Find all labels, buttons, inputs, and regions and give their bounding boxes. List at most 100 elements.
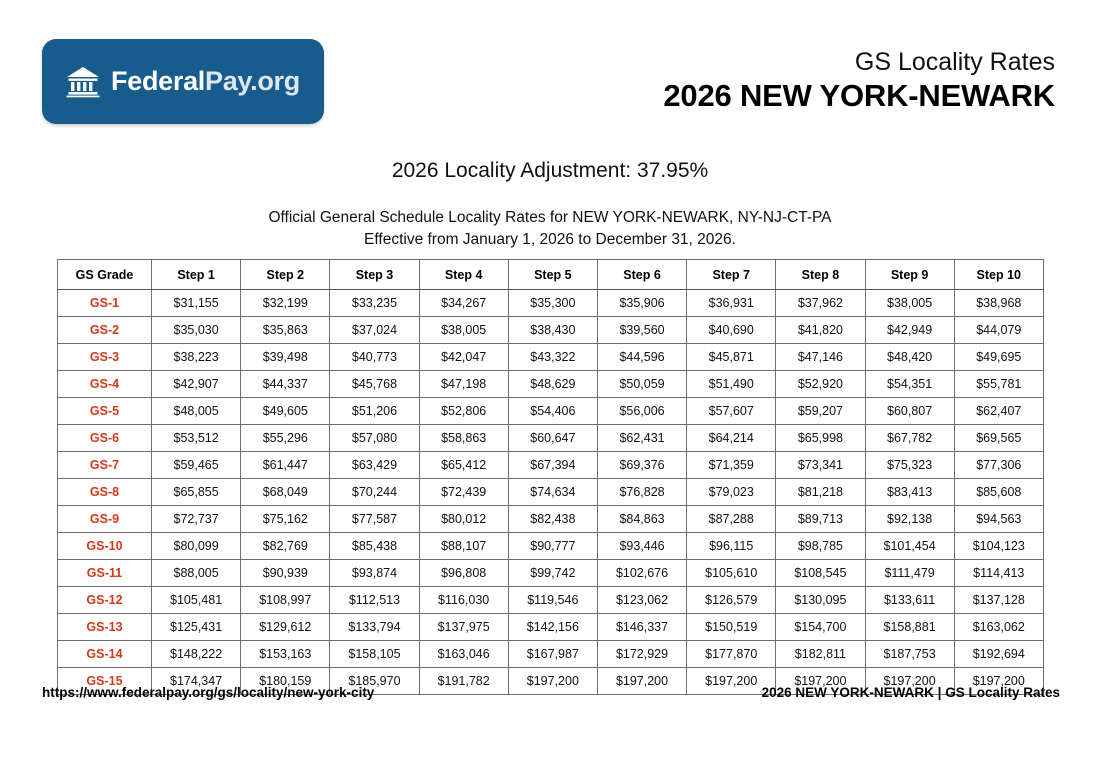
pay-cell: $153,163 [240, 640, 331, 668]
pay-cell: $49,695 [953, 343, 1044, 371]
pay-cell: $59,465 [150, 451, 242, 479]
table-row: GS-11 $88,005 $90,939 $93,874 $96,808 $99,742… [57, 559, 1044, 587]
pay-cell: $82,438 [507, 505, 598, 533]
pay-cell: $163,046 [418, 640, 509, 668]
pay-cell: $73,341 [775, 451, 866, 479]
grade-cell: GS-6 [57, 424, 152, 452]
grade-cell: GS-13 [57, 613, 152, 641]
pay-cell: $41,820 [775, 316, 866, 344]
pay-cell: $65,855 [150, 478, 242, 506]
pay-cell: $83,413 [864, 478, 955, 506]
pay-cell: $69,376 [596, 451, 688, 479]
pay-cell: $150,519 [686, 613, 777, 641]
grade-cell: GS-15 [57, 667, 152, 695]
page-header: FederalPay.org GS Locality Rates 2026 NE… [0, 0, 1100, 140]
pay-cell: $90,777 [507, 532, 598, 560]
pay-cell: $69,565 [953, 424, 1044, 452]
pay-cell: $48,005 [150, 397, 242, 425]
pay-cell: $38,968 [953, 289, 1044, 317]
pay-cell: $42,047 [418, 343, 509, 371]
pay-cell: $44,337 [240, 370, 331, 398]
pay-cell: $114,413 [953, 559, 1044, 587]
pay-cell: $35,300 [507, 289, 598, 317]
pay-cell: $185,970 [329, 667, 420, 695]
pay-cell: $44,079 [953, 316, 1044, 344]
pay-cell: $54,406 [507, 397, 598, 425]
pay-cell: $108,997 [240, 586, 331, 614]
pay-cell: $35,863 [240, 316, 331, 344]
table-row: GS-2 $35,030 $35,863 $37,024 $38,005 $38,430 $… [57, 316, 1044, 344]
grade-cell: GS-12 [57, 586, 152, 614]
pay-cell: $55,296 [240, 424, 331, 452]
pay-cell: $172,929 [596, 640, 688, 668]
pay-cell: $60,807 [864, 397, 955, 425]
pay-cell: $38,005 [864, 289, 955, 317]
column-header-step-2: Step 2 [240, 259, 331, 290]
pay-cell: $137,128 [953, 586, 1044, 614]
pay-cell: $99,742 [507, 559, 598, 587]
pay-cell: $67,394 [507, 451, 598, 479]
pay-cell: $67,782 [864, 424, 955, 452]
pay-cell: $77,306 [953, 451, 1044, 479]
pay-cell: $68,049 [240, 478, 331, 506]
table-row: GS-6 $53,512 $55,296 $57,080 $58,863 $60,647 $… [57, 424, 1044, 452]
table-header-row: GS Grade Step 1 Step 2 Step 3 Step 4 Step 5 St… [57, 259, 1044, 290]
column-header-step-7: Step 7 [686, 259, 777, 290]
pay-cell: $47,146 [775, 343, 866, 371]
pay-cell: $40,690 [686, 316, 777, 344]
pay-cell: $116,030 [418, 586, 509, 614]
pay-cell: $75,323 [864, 451, 955, 479]
pay-cell: $44,596 [596, 343, 688, 371]
table-row: GS-13 $125,431 $129,612 $133,794 $137,975 $14… [57, 613, 1044, 641]
pay-cell: $111,479 [864, 559, 955, 587]
pay-cell: $39,498 [240, 343, 331, 371]
pay-cell: $96,808 [418, 559, 509, 587]
grade-cell: GS-5 [57, 397, 152, 425]
pay-cell: $182,811 [775, 640, 866, 668]
pay-cell: $38,223 [150, 343, 242, 371]
pay-cell: $177,870 [686, 640, 777, 668]
pay-cell: $130,095 [775, 586, 866, 614]
description-line-2: Effective from January 1, 2026 to Decemb… [364, 231, 736, 249]
pay-cell: $51,490 [686, 370, 777, 398]
pay-cell: $197,200 [596, 667, 688, 695]
pay-cell: $60,647 [507, 424, 598, 452]
pay-cell: $43,322 [507, 343, 598, 371]
grade-cell: GS-2 [57, 316, 152, 344]
pay-cell: $65,412 [418, 451, 509, 479]
description-block: Official General Schedule Locality Rates… [0, 207, 1100, 251]
grade-cell: GS-3 [57, 343, 152, 371]
pay-cell: $31,155 [150, 289, 242, 317]
pay-cell: $48,420 [864, 343, 955, 371]
footer-url[interactable]: https://www.federalpay.org/gs/locality/n… [42, 685, 375, 700]
pay-cell: $197,200 [864, 667, 955, 695]
pay-cell: $37,024 [329, 316, 420, 344]
pay-cell: $129,612 [240, 613, 331, 641]
pay-cell: $37,962 [775, 289, 866, 317]
pay-cell: $197,200 [953, 667, 1044, 695]
pay-cell: $52,920 [775, 370, 866, 398]
pay-cell: $93,874 [329, 559, 420, 587]
pay-cell: $58,863 [418, 424, 509, 452]
gs-locality-rates-table: GS Grade Step 1 Step 2 Step 3 Step 4 Step 5 St… [57, 259, 1044, 695]
column-header-step-1: Step 1 [150, 259, 242, 290]
pay-cell: $197,200 [775, 667, 866, 695]
pay-cell: $133,611 [864, 586, 955, 614]
grade-cell: GS-8 [57, 478, 152, 506]
pay-cell: $133,794 [329, 613, 420, 641]
pay-cell: $35,030 [150, 316, 242, 344]
pay-cell: $96,115 [686, 532, 777, 560]
pay-cell: $50,059 [596, 370, 688, 398]
pay-cell: $52,806 [418, 397, 509, 425]
pay-cell: $187,753 [864, 640, 955, 668]
federalpay-logo[interactable]: FederalPay.org [42, 39, 324, 124]
column-header-step-8: Step 8 [775, 259, 866, 290]
pay-cell: $64,214 [686, 424, 777, 452]
pay-cell: $72,439 [418, 478, 509, 506]
pay-cell: $72,737 [150, 505, 242, 533]
pay-cell: $105,481 [150, 586, 242, 614]
column-header-step-4: Step 4 [418, 259, 509, 290]
pay-cell: $53,512 [150, 424, 242, 452]
pay-cell: $90,939 [240, 559, 331, 587]
pay-cell: $158,881 [864, 613, 955, 641]
